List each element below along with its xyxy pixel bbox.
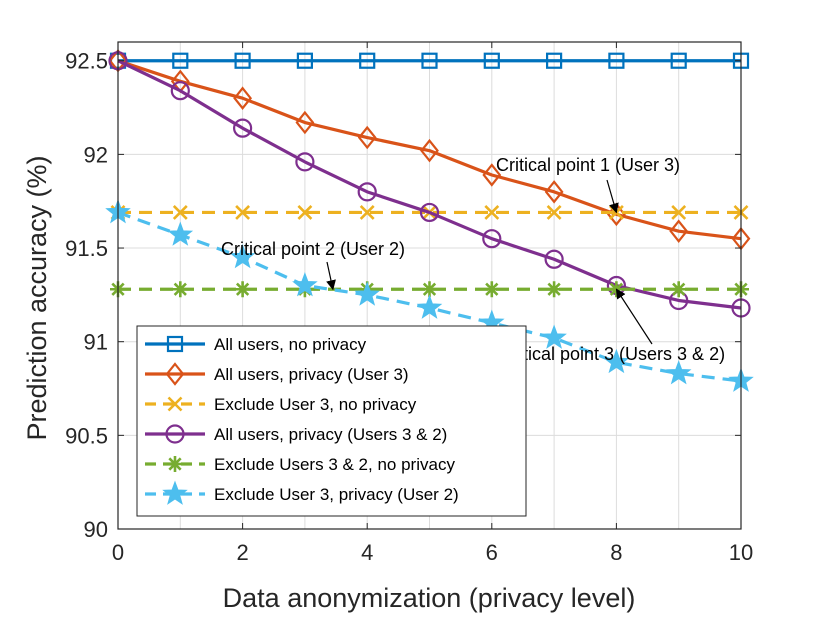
legend-label: Exclude User 3, privacy (User 2) [214,485,459,504]
annotation-arrow [326,261,336,291]
data-point [670,52,687,69]
y-tick-label: 92.5 [65,49,108,74]
legend-marker [167,396,183,412]
tick-layer: 0 2 4 6 8 10 90 90.5 91 91.5 92 92.5 [65,42,753,565]
data-point [483,52,500,69]
x-tick-label: 4 [361,540,373,565]
annotation-label: Critical point 2 (User 2) [221,239,405,259]
series-2 [108,48,751,251]
legend: All users, no privacy All users, privacy … [136,325,527,517]
data-point [603,348,630,374]
legend-marker [165,362,185,386]
data-point [170,81,190,101]
data-point [233,118,253,138]
legend-entry: All users, privacy (Users 3 & 2) [145,424,447,444]
data-point [421,52,438,69]
data-point [482,163,502,187]
data-point [235,205,251,220]
data-point [234,52,251,69]
annotation-arrow [606,179,619,214]
data-point [541,324,567,349]
data-point [546,205,562,220]
legend-marker [162,480,188,505]
data-point [295,110,315,135]
x-axis-label: Data anonymization (privacy level) [223,583,636,613]
data-point [670,281,687,298]
data-point [545,52,563,69]
y-tick-label: 92 [84,142,108,167]
annotation-arrow [615,288,653,345]
data-point [296,52,313,69]
data-point [671,205,687,220]
x-tick-label: 2 [236,540,248,565]
annotation-label: Critical point 1 (User 3) [496,155,680,175]
legend-entry: Exclude User 3, no privacy [145,395,417,414]
annotation-label: Critical point 3 (Users 3 & 2) [500,344,725,364]
legend-label: All users, no privacy [214,335,367,354]
legend-label: All users, privacy (Users 3 & 2) [214,425,447,444]
legend-label: All users, privacy (User 3) [214,365,409,384]
data-point [421,281,438,298]
data-point [297,205,313,220]
data-point [234,281,251,298]
x-tick-label: 8 [610,540,622,565]
x-tick-label: 6 [486,540,498,565]
data-point [416,294,443,319]
data-point [357,125,377,150]
y-tick-label: 90.5 [65,423,108,448]
legend-marker [166,335,184,353]
legend-marker [165,424,185,444]
y-axis-label: Prediction accuracy (%) [22,155,52,440]
data-point [484,205,500,220]
x-tick-label: 0 [112,540,124,565]
data-point [546,281,563,298]
legend-entry: Exclude User 3, privacy (User 2) [145,480,459,505]
y-tick-label: 91.5 [65,236,108,261]
data-point [483,281,500,298]
data-point [233,86,253,110]
data-point [295,152,315,172]
data-point [419,202,440,223]
data-point [172,205,188,220]
series-line [117,59,742,241]
data-point [544,180,564,204]
data-point [292,272,318,297]
data-point [167,221,194,246]
legend-box [136,325,527,517]
legend-label: Exclude Users 3 & 2, no privacy [214,455,455,474]
data-point [669,219,689,243]
annotation-layer: Critical point 1 (User 3) Critical point … [221,155,725,364]
data-point [354,281,380,306]
data-point [359,52,376,69]
data-point [359,205,375,220]
data-point [172,281,189,298]
x-tick-label: 10 [729,540,753,565]
data-point [665,360,692,385]
plot-frame [117,41,742,530]
series-6 [105,199,754,392]
data-point [172,52,189,69]
data-point [608,52,625,69]
data-point [420,138,439,163]
y-tick-label: 90 [84,517,108,542]
legend-label: Exclude User 3, no privacy [214,395,417,414]
data-point [357,182,377,202]
legend-marker [167,456,183,472]
legend-entry: Exclude Users 3 & 2, no privacy [145,455,455,474]
legend-entry: All users, privacy (User 3) [145,362,409,386]
data-point [229,243,256,269]
legend-entry: All users, no privacy [145,335,367,354]
series-layer [105,48,754,392]
data-point [482,229,502,249]
y-tick-label: 91 [84,330,108,355]
series-line [117,59,742,310]
data-point [544,249,564,269]
